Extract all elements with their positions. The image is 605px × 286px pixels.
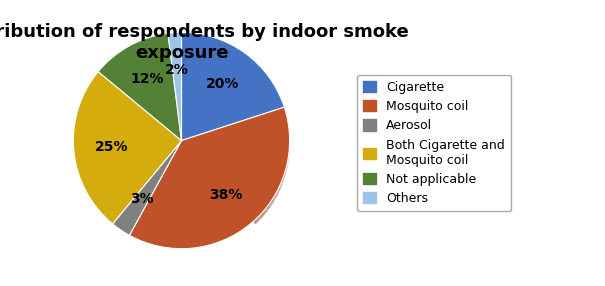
Wedge shape: [182, 34, 201, 142]
Wedge shape: [182, 37, 290, 146]
Wedge shape: [182, 36, 255, 144]
Text: 38%: 38%: [209, 188, 243, 202]
Wedge shape: [182, 36, 195, 144]
Legend: Cigarette, Mosquito coil, Aerosol, Both Cigarette and
Mosquito coil, Not applica: Cigarette, Mosquito coil, Aerosol, Both …: [357, 75, 511, 211]
Wedge shape: [182, 35, 195, 144]
Wedge shape: [182, 36, 284, 144]
Wedge shape: [182, 35, 290, 222]
Wedge shape: [182, 33, 201, 142]
Wedge shape: [182, 37, 255, 146]
Wedge shape: [182, 34, 284, 142]
Wedge shape: [182, 37, 284, 146]
Wedge shape: [182, 33, 195, 142]
Wedge shape: [182, 37, 290, 224]
Wedge shape: [182, 36, 290, 144]
Wedge shape: [182, 37, 201, 146]
Wedge shape: [182, 33, 255, 142]
Text: 25%: 25%: [95, 140, 128, 154]
Wedge shape: [182, 36, 201, 144]
Wedge shape: [182, 33, 284, 142]
Wedge shape: [98, 33, 182, 140]
Wedge shape: [129, 107, 290, 249]
Wedge shape: [182, 37, 195, 146]
Wedge shape: [182, 34, 290, 142]
Text: 2%: 2%: [165, 63, 189, 78]
Wedge shape: [168, 32, 182, 140]
Wedge shape: [182, 33, 290, 220]
Text: 3%: 3%: [130, 192, 154, 206]
Wedge shape: [182, 35, 255, 144]
Wedge shape: [182, 32, 284, 140]
Wedge shape: [113, 140, 182, 235]
Wedge shape: [182, 32, 284, 140]
Wedge shape: [182, 33, 290, 142]
Wedge shape: [182, 32, 195, 140]
Text: Distribution of respondents by indoor smoke
exposure: Distribution of respondents by indoor sm…: [0, 23, 408, 62]
Wedge shape: [182, 34, 255, 142]
Text: 12%: 12%: [131, 72, 165, 86]
Wedge shape: [182, 35, 284, 144]
Wedge shape: [182, 32, 290, 219]
Wedge shape: [182, 32, 290, 140]
Wedge shape: [182, 32, 255, 140]
Wedge shape: [182, 32, 201, 140]
Wedge shape: [182, 34, 195, 142]
Wedge shape: [182, 34, 290, 221]
Wedge shape: [73, 72, 182, 224]
Text: 20%: 20%: [206, 77, 240, 91]
Wedge shape: [182, 36, 290, 223]
Wedge shape: [182, 35, 201, 144]
Wedge shape: [182, 35, 290, 144]
